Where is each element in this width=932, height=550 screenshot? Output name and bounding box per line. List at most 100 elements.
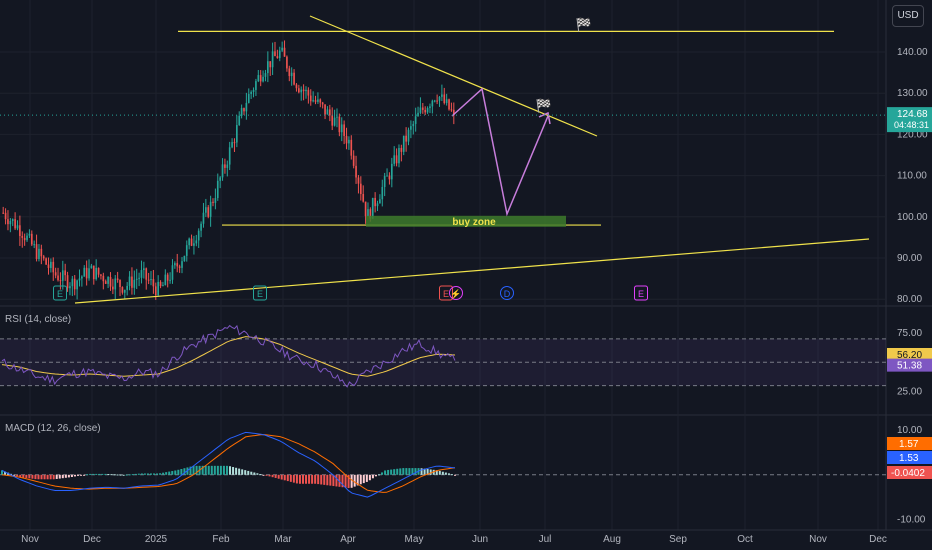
macd-histogram-bar [353,474,356,487]
candle-body [16,225,19,229]
macd-histogram-bar [435,470,438,475]
candle-body [300,89,303,93]
macd-histogram-bar [195,465,198,475]
price-tick-label: 90.00 [897,253,922,264]
currency-button[interactable]: USD [892,5,924,27]
macd-histogram-bar [244,470,247,475]
candle-body [133,279,136,288]
candle-body [52,261,55,273]
macd-histogram-bar [271,474,274,478]
buy-zone-box [366,215,566,227]
macd-histogram-bar [174,470,177,475]
price-axis[interactable]: 140.00 130.00 120.00 110.00 100.00 90.00 80.00… [887,47,932,305]
macd-histogram-bar [368,474,371,481]
candle-body [61,270,64,281]
macd-histogram-bar [89,473,92,475]
macd-histogram-bar [104,473,107,475]
macd-histogram-bar [426,469,429,475]
candle-body [267,61,269,74]
candle-body [345,135,348,144]
candle-body [286,56,288,69]
time-axis[interactable]: Nov Dec 2025 Feb Mar Apr May Jun Jul Aug Sep Oct Nov… [0,529,932,545]
macd-histogram-bar [137,473,140,475]
macd-histogram-bar [16,474,19,477]
macd-histogram-bar [365,474,368,482]
macd-histogram-bar [128,474,131,476]
macd-histogram-bar [64,474,67,478]
macd-histogram-bar [165,472,168,475]
macd-pane[interactable]: 10.00 -10.00 1.57 1.53 -0.0402 [0,425,932,526]
macd-histogram-bar [241,469,244,475]
macd-histogram-bar [52,474,55,480]
candle-body [97,267,100,275]
candle-body [185,245,188,256]
price-tick-label: 100.00 [897,212,928,223]
candle-body [357,177,360,184]
candle-body [19,225,21,236]
price-pane[interactable]: buy zone🏁🏁E E E ⚡ D E [0,15,886,304]
macd-value: 1.53 [899,453,919,464]
candle-body [119,279,121,288]
candle-body [174,263,176,266]
projection-arrowhead [538,111,551,125]
macd-histogram-bar [347,474,350,488]
macd-histogram-bar [277,474,280,479]
macd-histogram-bar [162,472,165,475]
rsi-tick-label: 25.00 [897,387,922,398]
macd-hist-badge [887,466,932,479]
macd-histogram-bar [110,474,113,476]
macd-value-badge [887,451,932,464]
candle-body [312,100,314,102]
candle-body [114,278,117,290]
candle-body [214,198,217,203]
macd-histogram-bar [131,474,134,476]
time-tick-label: Jul [539,534,552,545]
candle-body [42,256,45,259]
time-tick-label: Oct [737,534,753,545]
macd-histogram-bar [46,474,49,480]
candle-body [38,248,40,259]
candle-body [269,61,272,68]
macd-histogram-bar [232,467,235,475]
macd-histogram-bar [70,474,73,477]
candle-body [64,270,67,276]
macd-histogram-bar [146,473,149,475]
candle-body [171,265,174,280]
candle-body [205,207,207,213]
macd-histogram-bar [238,468,241,475]
candle-body [154,286,157,296]
macd-histogram-bar [405,468,408,475]
rsi-title: RSI (14, close) [5,314,72,325]
macd-histogram-bar [192,465,195,475]
macd-histogram-bar [143,473,146,475]
candle-body [283,47,286,57]
macd-histogram-bar [280,474,283,480]
candle-body [28,233,31,236]
candle-body [388,175,391,180]
time-tick-label: 2025 [145,534,168,545]
candle-body [379,199,381,204]
macd-histogram-bar [86,474,89,476]
candle-body [209,201,212,217]
candle-body [240,108,243,116]
macd-histogram-bar [265,474,268,476]
macd-histogram-bar [67,474,70,478]
macd-histogram-bar [362,474,365,484]
macd-histogram-bar [119,474,122,476]
candle-body [2,212,5,214]
candle-body [35,244,38,259]
macd-histogram-bar [28,474,31,479]
candle-body [152,279,155,287]
candle-body [85,267,88,279]
earnings-marker-border [634,285,648,301]
macd-histogram-bar [159,473,162,475]
candle-body [69,286,71,289]
candle-body [109,276,112,287]
candle-body [348,139,350,144]
earnings-marker: E [257,289,263,299]
macd-histogram-bar [317,474,320,485]
candle-body [245,102,248,112]
buy-zone-label: buy zone [452,217,496,228]
